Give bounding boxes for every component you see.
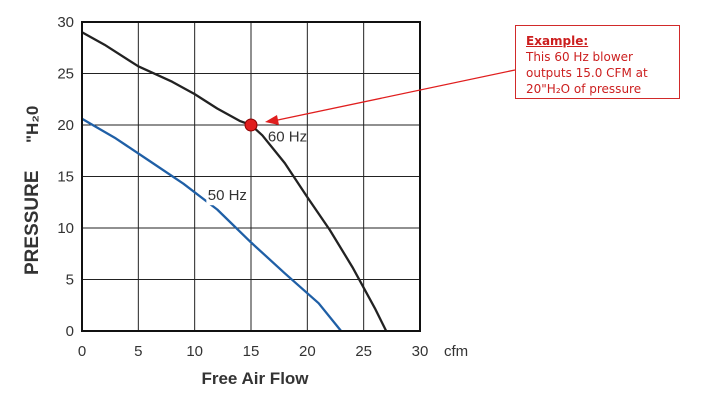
highlight-point	[244, 118, 258, 132]
curves: 60 Hz 50 Hz	[81, 31, 388, 332]
x-tick-label: 20	[299, 343, 316, 360]
y-axis-title-main: PRESSURE	[22, 170, 43, 275]
y-tick-label: 30	[57, 14, 74, 31]
series-line	[81, 31, 388, 332]
y-tick-label: 20	[57, 117, 74, 134]
highlight-points	[244, 118, 258, 132]
x-tick-label: 30	[412, 343, 429, 360]
y-tick-label: 25	[57, 66, 74, 83]
grid	[81, 21, 421, 332]
y-tick-label: 10	[57, 220, 74, 237]
callout-arrowhead	[265, 115, 279, 125]
tick-labels: 0 5 10 15 20 25 30 0 5 10 15 20 25 30	[57, 14, 428, 360]
x-tick-label: 5	[134, 343, 142, 360]
series-line	[81, 117, 342, 332]
series-label-background	[206, 185, 249, 206]
x-tick-label: 25	[355, 343, 372, 360]
x-axis-title: Free Air Flow	[201, 369, 309, 388]
callout-arrow-line	[272, 69, 516, 122]
plot-frame	[81, 21, 421, 332]
x-tick-label: 0	[78, 343, 86, 360]
y-axis-title: PRESSURE "H₂0	[22, 106, 43, 275]
y-tick-label: 15	[57, 169, 74, 186]
x-tick-label: 15	[243, 343, 260, 360]
example-callout: Example: This 60 Hz blower outputs 15.0 …	[515, 25, 680, 99]
x-tick-label: 10	[186, 343, 203, 360]
x-unit-label: cfm	[444, 343, 468, 360]
series-label: 60 Hz	[268, 128, 307, 145]
y-tick-label: 5	[66, 272, 74, 289]
series-label: 50 Hz	[208, 187, 247, 204]
y-axis-title-unit: "H₂0	[23, 106, 42, 143]
callout-text: This 60 Hz blower outputs 15.0 CFM at 20…	[526, 50, 648, 96]
y-tick-label: 0	[66, 323, 74, 340]
callout-heading: Example:	[526, 34, 589, 48]
